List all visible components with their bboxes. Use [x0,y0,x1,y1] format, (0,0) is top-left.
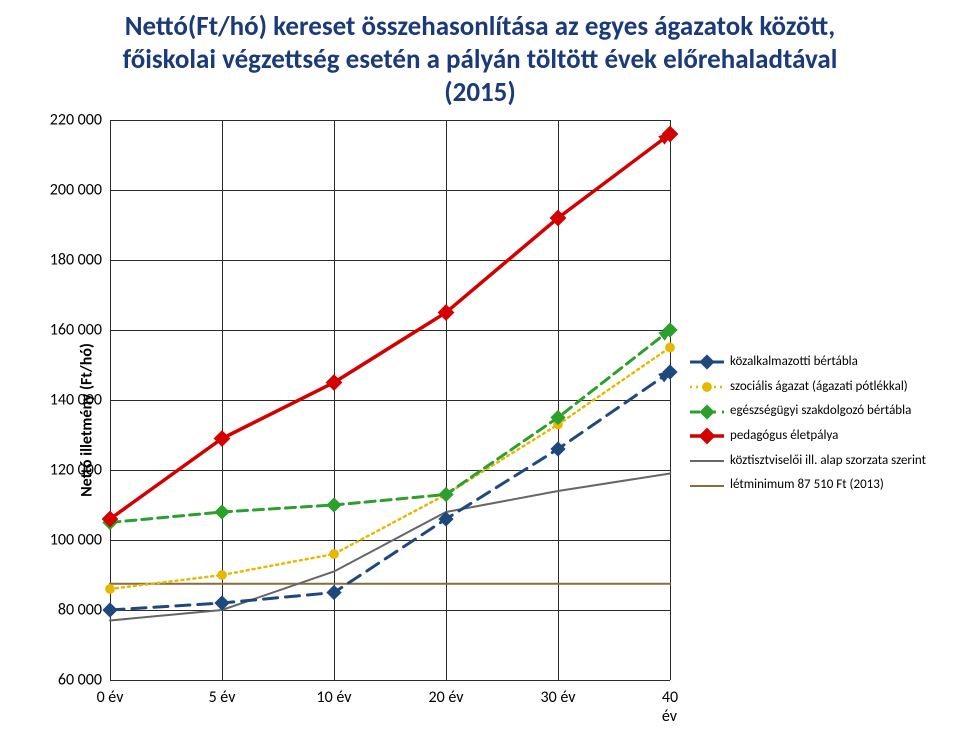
marker-szoc [218,571,227,580]
legend-label: pedagógus életpálya [730,424,838,449]
x-tick-label: 10 év [317,680,352,707]
legend-label: létminimum 87 510 Ft (2013) [730,473,884,498]
x-tick-label: 5 év [209,680,236,707]
gridline-v [670,120,671,680]
marker-egeszs [215,505,229,519]
legend-item-kozalk: közalkalmazotti bértábla [690,350,950,375]
x-tick-label: 40 év [662,680,678,726]
legend-swatch [690,479,724,493]
y-tick-label: 160 000 [32,321,110,340]
marker-szoc [106,585,115,594]
legend-swatch [690,380,724,394]
y-tick-label: 120 000 [32,461,110,480]
legend-item-koztiszt: köztisztviselői ill. alap szorzata szeri… [690,449,950,474]
marker-egeszs [327,498,341,512]
series-koztiszt [110,474,670,621]
legend-item-letmin: létminimum 87 510 Ft (2013) [690,473,950,498]
gridline-h [110,680,670,681]
y-tick-label: 180 000 [32,251,110,270]
plot-box: 60 00080 000100 000120 000140 000160 000… [110,120,670,680]
series-egeszs [110,330,670,523]
series-kozalk [110,372,670,610]
x-tick-label: 30 év [541,680,576,707]
legend-item-pedag: pedagógus életpálya [690,424,950,449]
y-tick-label: 220 000 [32,111,110,130]
chart-title: Nettó(Ft/hó) kereset összehasonlítása az… [30,10,930,109]
series-szoc [110,348,670,590]
legend-swatch [690,429,724,443]
chart-svg [110,120,670,680]
legend: közalkalmazotti bértáblaszociális ágazat… [690,350,950,498]
y-tick-label: 140 000 [32,391,110,410]
title-line2: főiskolai végzettség esetén a pályán töl… [30,43,930,76]
title-line1: Nettó(Ft/hó) kereset összehasonlítása az… [30,10,930,43]
legend-swatch [690,454,724,468]
y-tick-label: 200 000 [32,181,110,200]
title-line3: (2015) [30,76,930,109]
y-tick-label: 80 000 [32,601,110,620]
y-tick-label: 100 000 [32,531,110,550]
legend-label: köztisztviselői ill. alap szorzata szeri… [730,449,926,474]
legend-item-szoc: szociális ágazat (ágazati pótlékkal) [690,375,950,400]
legend-item-egeszs: egészségügyi szakdolgozó bértábla [690,399,950,424]
x-tick-label: 20 év [429,680,464,707]
legend-label: szociális ágazat (ágazati pótlékkal) [730,375,908,400]
marker-szoc [666,343,675,352]
plot-area: Nettó illetmény (Ft/hó) 60 00080 000100 … [40,110,920,730]
legend-label: egészségügyi szakdolgozó bértábla [730,399,911,424]
x-tick-label: 0 év [97,680,124,707]
legend-swatch [690,405,724,419]
series-pedag [110,134,670,519]
legend-label: közalkalmazotti bértábla [730,350,858,375]
marker-szoc [330,550,339,559]
legend-swatch [690,355,724,369]
